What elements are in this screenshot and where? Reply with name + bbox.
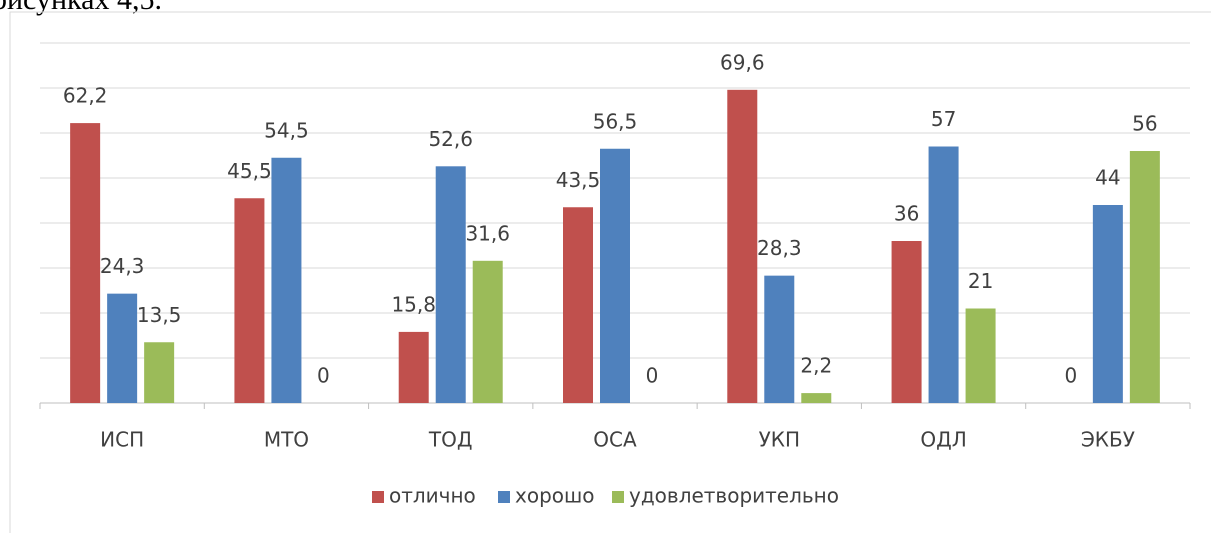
value-label: 45,5 (227, 159, 272, 183)
x-tick-label: ЭКБУ (1081, 428, 1135, 452)
value-label: 36 (894, 202, 919, 226)
value-label: 24,3 (100, 254, 145, 278)
bar (398, 331, 429, 403)
legend-swatch (372, 491, 384, 503)
bar (727, 89, 758, 404)
bar (928, 146, 959, 403)
value-label: 28,3 (757, 236, 802, 260)
value-label: 44 (1095, 166, 1120, 190)
caption: рисунках 4,5. (0, 0, 162, 16)
value-label: 52,6 (428, 127, 473, 151)
x-tick-label: ОСА (593, 428, 637, 452)
value-label: 0 (317, 364, 330, 388)
bar (70, 123, 101, 403)
value-label: 56 (1132, 112, 1157, 136)
value-label: 13,5 (137, 303, 182, 327)
bar (1129, 151, 1160, 403)
bar (472, 260, 503, 403)
bar (435, 166, 466, 403)
bar (271, 157, 302, 403)
value-label: 2,2 (800, 354, 832, 378)
value-label: 57 (931, 107, 956, 131)
legend-swatch (498, 491, 510, 503)
bar (107, 293, 138, 403)
bar (600, 148, 630, 403)
value-label: 62,2 (63, 84, 108, 108)
legend-label: отлично (389, 484, 476, 508)
value-label: 31,6 (465, 221, 510, 245)
value-label: 54,5 (264, 118, 309, 142)
bar (764, 275, 795, 403)
value-label: 56,5 (593, 109, 638, 133)
value-label: 15,8 (391, 292, 436, 316)
x-tick-label: ТОД (428, 428, 473, 452)
bar (891, 241, 922, 403)
value-label: 0 (646, 364, 659, 388)
x-tick-label: МТО (264, 428, 309, 452)
bar (965, 308, 996, 403)
bar (234, 198, 265, 403)
legend-label: хорошо (515, 484, 595, 508)
x-tick-label: УКП (759, 428, 800, 452)
bar (801, 393, 832, 403)
value-label: 0 (1064, 364, 1077, 388)
value-label: 43,5 (556, 168, 601, 192)
bar (1092, 205, 1123, 403)
legend-swatch (612, 491, 624, 503)
bar (563, 207, 593, 403)
x-tick-label: ИСП (100, 428, 144, 452)
value-label: 69,6 (720, 50, 765, 74)
value-label: 21 (968, 269, 993, 293)
legend-label: удовлетворительно (629, 484, 839, 508)
x-tick-label: ОДЛ (920, 428, 966, 452)
bar (144, 342, 175, 403)
chart-frame (9, 11, 1211, 533)
